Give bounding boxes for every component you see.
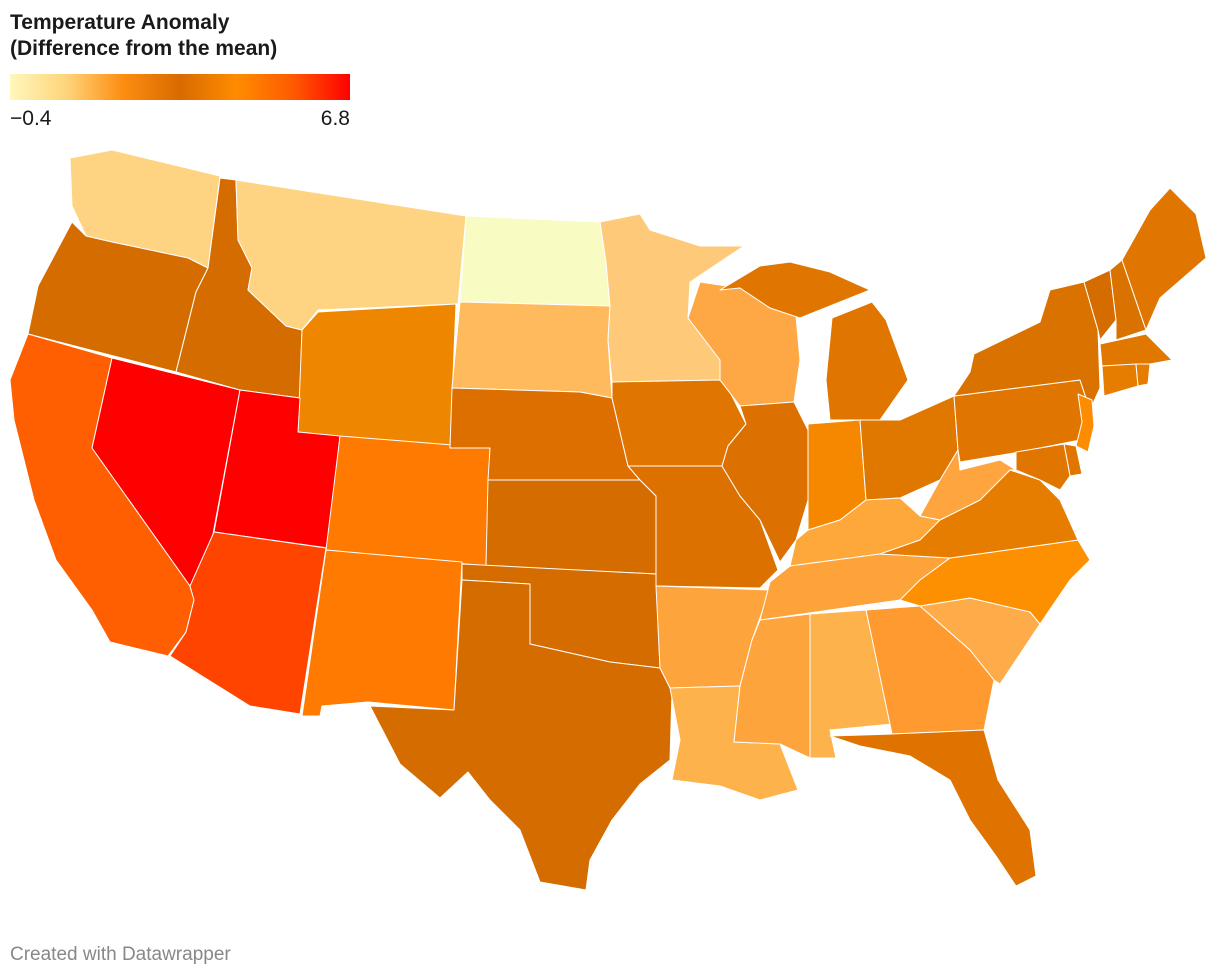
legend-title: Temperature Anomaly (Difference from the… [10,11,278,60]
state-maryland[interactable] [1015,443,1071,491]
state-new-york[interactable] [953,281,1101,411]
state-colorado[interactable] [325,435,491,567]
state-new-mexico[interactable] [301,549,463,717]
state-texas[interactable] [369,579,673,891]
state-arizona[interactable] [169,531,327,715]
state-florida[interactable] [829,729,1037,887]
state-wyoming[interactable] [297,303,457,449]
state-maine[interactable] [1121,187,1207,331]
us-choropleth-map [9,149,1207,891]
legend-labels: −0.4 6.8 [10,107,350,131]
state-montana[interactable] [235,179,467,331]
state-illinois[interactable] [721,401,809,563]
state-michigan-lower[interactable] [825,301,909,421]
state-michigan-upper[interactable] [719,261,871,319]
state-south-dakota[interactable] [451,301,613,399]
state-rhode-island[interactable] [1135,363,1151,387]
legend-color-ramp [10,74,350,100]
state-new-hampshire[interactable] [1109,259,1147,341]
state-west-virginia[interactable] [919,449,1017,521]
state-kansas[interactable] [485,479,657,575]
state-vermont[interactable] [1083,269,1117,341]
footer-credit: Created with Datawrapper [10,944,231,965]
legend-min-label: −0.4 [10,107,52,130]
legend-max-label: 6.8 [320,107,350,130]
map-legend: Temperature Anomaly (Difference from the… [10,10,350,131]
state-massachusetts[interactable] [1099,333,1173,367]
state-north-dakota[interactable] [459,215,611,307]
state-new-jersey[interactable] [1075,393,1095,453]
state-connecticut[interactable] [1101,363,1139,397]
state-north-carolina[interactable] [899,539,1091,625]
